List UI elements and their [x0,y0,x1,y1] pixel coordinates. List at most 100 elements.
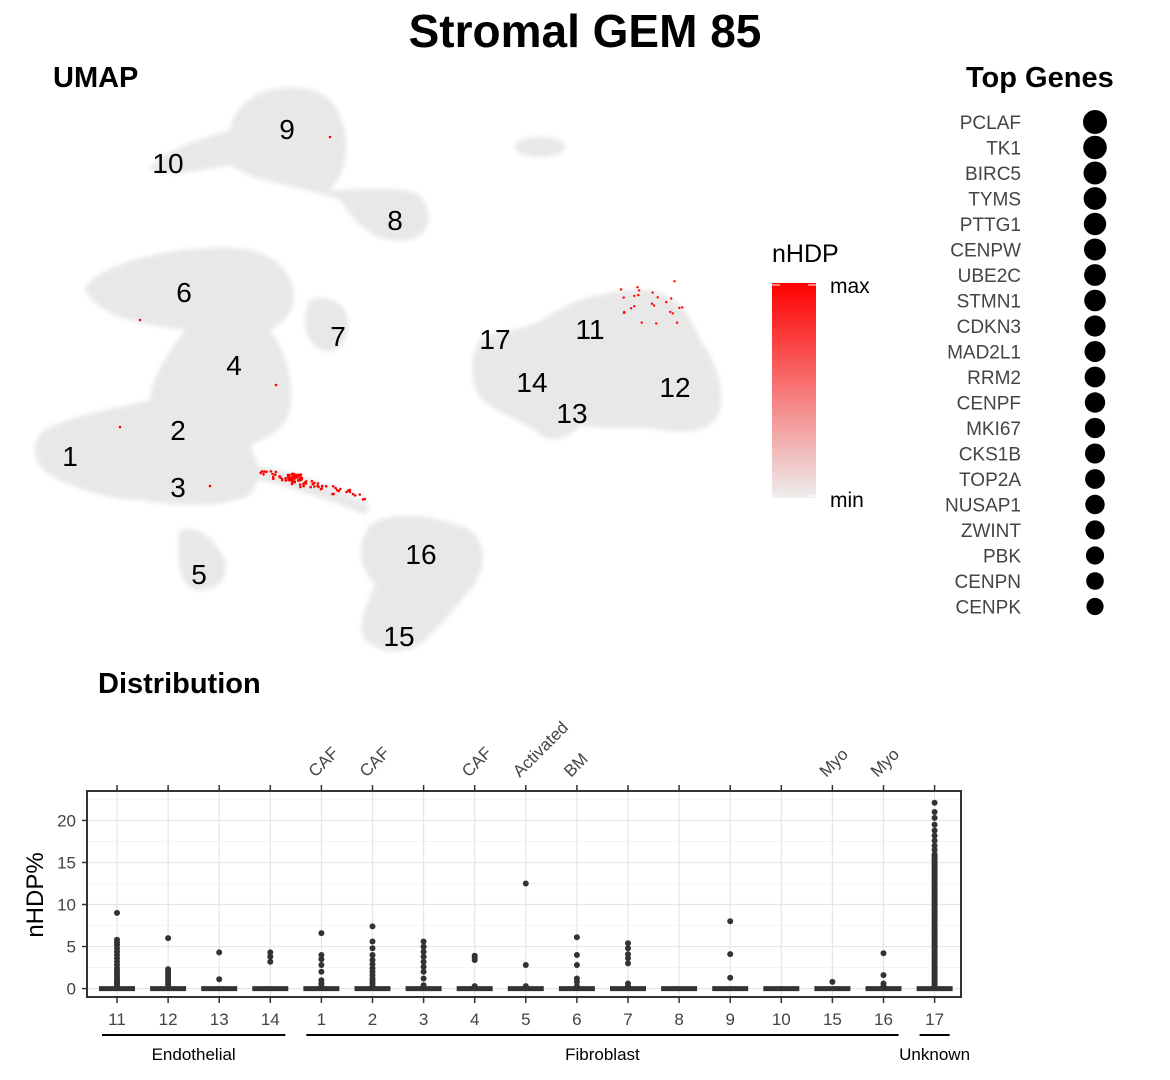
x-tick-label: 2 [368,1010,377,1029]
gene-label: NUSAP1 [945,496,1021,517]
x-top-label: Myo [867,745,903,781]
umap-highlight-point [271,472,274,476]
umap-highlight-point [623,310,626,314]
y-tick-label: 15 [57,853,76,872]
distribution-point [573,962,580,968]
x-top-label: BM [560,749,591,780]
gene-label: PTTG1 [960,215,1021,236]
gene-label: TK1 [986,139,1021,160]
distribution-point [165,966,172,973]
y-tick-label: 10 [57,896,76,915]
umap-highlight-point [302,482,305,486]
umap-highlight-point [655,322,658,325]
legend-colorbar [772,283,816,498]
umap-highlight-point [339,487,342,491]
umap-highlight-point [299,485,302,489]
distribution-point [625,955,631,962]
umap-cluster-label: 16 [405,539,436,570]
umap-highlight-point [328,135,332,139]
x-top-label: CAF [356,743,393,780]
umap-highlight-point [650,302,654,305]
umap-highlight-point [287,473,291,477]
umap-highlight-points [118,135,684,501]
gene-label: TYMS [968,190,1021,211]
group-label: Unknown [899,1045,970,1064]
distribution-point [727,951,734,958]
umap-highlight-point [290,482,294,486]
umap-highlight-point [262,473,265,476]
x-tick-label: 5 [521,1010,530,1029]
umap-highlight-point [319,487,323,491]
umap-highlight-point [138,318,142,322]
umap-highlight-point [320,484,324,488]
umap-cluster-label: 17 [479,324,510,355]
umap-cluster-label: 6 [176,277,192,308]
gene-weight-dot [1084,392,1106,413]
gene-label: CDKN3 [957,317,1021,338]
umap-cluster-label: 8 [387,205,403,236]
distribution-point [318,952,325,958]
distribution-point [522,983,529,990]
distribution-point [369,965,376,972]
distribution-point [625,960,631,967]
distribution-points [99,799,953,992]
gene-weight-dot [1085,469,1105,489]
umap-highlight-point [640,321,643,324]
gene-weight-dot [1085,443,1105,464]
umap-highlight-point [311,482,315,486]
umap-highlight-point [272,477,275,481]
distribution-point [625,951,631,958]
distribution-point [573,952,580,958]
umap-highlight-point [671,312,674,315]
umap-cluster-label: 12 [659,372,690,403]
umap-highlight-point [637,293,640,297]
x-tick-label: 7 [623,1010,632,1029]
umap-highlight-point [316,482,320,485]
distribution-point [727,918,734,925]
umap-highlight-point [652,304,656,307]
umap-cluster-label: 10 [152,148,183,179]
umap-highlight-point [619,288,623,291]
distribution-point [931,814,938,821]
x-tick-label: 13 [210,1010,229,1029]
distribution-panel-title: Distribution [98,668,261,700]
distribution-point [420,953,427,960]
umap-highlight-point [310,479,314,483]
umap-highlight-point [670,297,673,300]
umap-highlight-point [681,306,684,309]
umap-highlight-point [678,306,681,310]
distribution-point [267,949,274,956]
distribution-point [114,909,120,916]
umap-highlight-point [361,498,365,501]
distribution-point [931,846,938,853]
gene-weight-dot [1083,161,1107,185]
umap-highlight-point [274,470,278,474]
umap-highlight-point [353,494,357,497]
gene-weight-dot [1085,494,1105,515]
x-tick-label: 9 [725,1010,734,1029]
umap-highlight-point [208,484,212,488]
distribution-point [267,958,274,965]
distribution-point [880,980,887,987]
main-title: Stromal GEM 85 [408,5,762,57]
distribution-point [573,934,580,941]
distribution-point [625,940,631,947]
distribution-point [931,827,938,834]
umap-cluster-label: 11 [575,314,604,345]
umap-highlight-point [262,470,266,473]
umap-highlight-point [669,310,672,314]
distribution-point [318,930,325,937]
x-tick-label: 8 [674,1010,683,1029]
gene-weight-dot [1083,212,1107,236]
x-top-label: Activated [509,718,572,781]
group-label: Fibroblast [565,1045,640,1064]
umap-highlight-point [313,485,316,488]
distribution-point [420,958,427,965]
legend-title: nHDP [772,240,839,268]
umap-highlight-point [633,294,636,298]
x-top-label: CAF [458,743,495,780]
umap-highlight-point [636,286,639,289]
gene-label: CENPW [950,241,1021,262]
umap-cluster-label: 13 [556,398,587,429]
